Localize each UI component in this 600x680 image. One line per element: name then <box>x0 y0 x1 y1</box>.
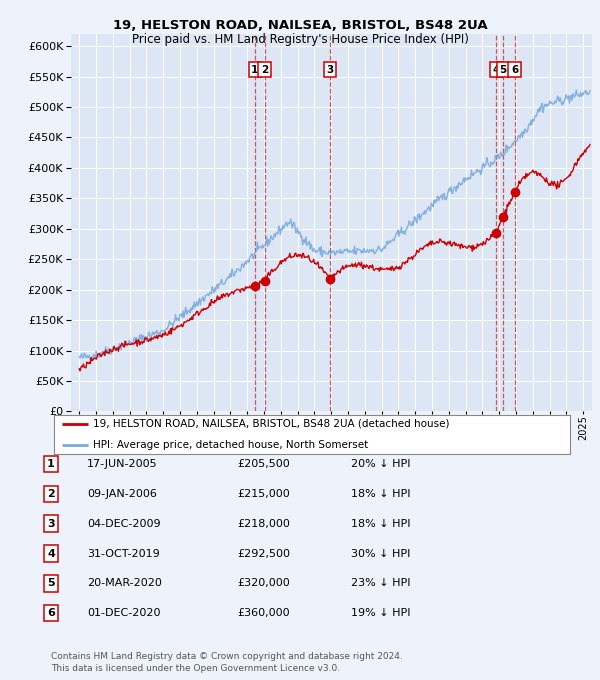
Text: £215,000: £215,000 <box>237 489 290 498</box>
Text: This data is licensed under the Open Government Licence v3.0.: This data is licensed under the Open Gov… <box>51 664 340 673</box>
Text: £205,500: £205,500 <box>237 459 290 469</box>
Text: Price paid vs. HM Land Registry's House Price Index (HPI): Price paid vs. HM Land Registry's House … <box>131 33 469 46</box>
Text: 2: 2 <box>261 65 268 75</box>
Text: 20-MAR-2020: 20-MAR-2020 <box>87 579 162 588</box>
Text: £292,500: £292,500 <box>237 549 290 558</box>
Text: HPI: Average price, detached house, North Somerset: HPI: Average price, detached house, Nort… <box>92 440 368 450</box>
Text: 3: 3 <box>326 65 334 75</box>
Text: 1: 1 <box>251 65 259 75</box>
Text: Contains HM Land Registry data © Crown copyright and database right 2024.: Contains HM Land Registry data © Crown c… <box>51 652 403 661</box>
Text: 5: 5 <box>499 65 506 75</box>
Text: 18% ↓ HPI: 18% ↓ HPI <box>351 489 410 498</box>
Text: 17-JUN-2005: 17-JUN-2005 <box>87 459 158 469</box>
Text: £360,000: £360,000 <box>237 609 290 618</box>
Text: 1: 1 <box>47 459 55 469</box>
Text: 3: 3 <box>47 519 55 528</box>
Text: 6: 6 <box>47 609 55 618</box>
Text: 5: 5 <box>47 579 55 588</box>
Text: 01-DEC-2020: 01-DEC-2020 <box>87 609 161 618</box>
Text: 31-OCT-2019: 31-OCT-2019 <box>87 549 160 558</box>
Text: 6: 6 <box>511 65 518 75</box>
Text: £218,000: £218,000 <box>237 519 290 528</box>
Text: 19, HELSTON ROAD, NAILSEA, BRISTOL, BS48 2UA: 19, HELSTON ROAD, NAILSEA, BRISTOL, BS48… <box>113 19 487 32</box>
Text: 2: 2 <box>47 489 55 498</box>
Text: 4: 4 <box>493 65 500 75</box>
Text: 18% ↓ HPI: 18% ↓ HPI <box>351 519 410 528</box>
Text: £320,000: £320,000 <box>237 579 290 588</box>
Text: 19% ↓ HPI: 19% ↓ HPI <box>351 609 410 618</box>
Text: 20% ↓ HPI: 20% ↓ HPI <box>351 459 410 469</box>
Text: 09-JAN-2006: 09-JAN-2006 <box>87 489 157 498</box>
Text: 30% ↓ HPI: 30% ↓ HPI <box>351 549 410 558</box>
Text: 19, HELSTON ROAD, NAILSEA, BRISTOL, BS48 2UA (detached house): 19, HELSTON ROAD, NAILSEA, BRISTOL, BS48… <box>92 419 449 429</box>
Text: 4: 4 <box>47 549 55 558</box>
Text: 04-DEC-2009: 04-DEC-2009 <box>87 519 161 528</box>
Text: 23% ↓ HPI: 23% ↓ HPI <box>351 579 410 588</box>
